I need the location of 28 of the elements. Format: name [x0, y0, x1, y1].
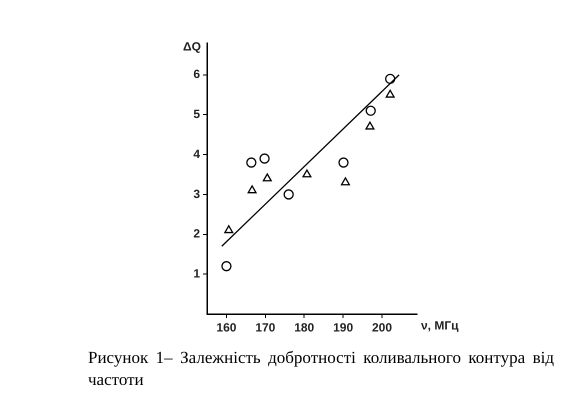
point — [259, 153, 270, 164]
y-tick-label: 5 — [193, 107, 200, 122]
point — [366, 106, 376, 116]
point — [386, 90, 395, 98]
text: Рисунок 1– Залежність добротності коливального контура від частоти — [88, 347, 554, 391]
x-axis-title: ν, МГц — [421, 318, 460, 332]
y-tick-label: 6 — [193, 67, 200, 82]
y-axis-title: ΔQ — [183, 39, 201, 54]
point — [365, 122, 374, 130]
x-tick-label: 180 — [294, 320, 315, 335]
point — [284, 189, 294, 200]
x-tick-label: 200 — [372, 320, 392, 335]
point — [302, 169, 312, 178]
point — [246, 157, 256, 168]
x-tick-label: 190 — [333, 320, 354, 335]
point — [248, 185, 257, 194]
point — [340, 177, 350, 186]
point — [262, 173, 272, 182]
x-tick-label: 160 — [216, 320, 237, 335]
y-tick-label: 1 — [193, 266, 200, 280]
y-tick-label: 2 — [193, 226, 200, 241]
y-tick-label: 4 — [193, 146, 200, 161]
point — [221, 261, 232, 272]
point — [385, 74, 396, 84]
y-tick-label: 3 — [193, 186, 200, 201]
point — [224, 225, 234, 234]
point — [338, 157, 349, 168]
x-tick-label: 170 — [255, 320, 276, 335]
